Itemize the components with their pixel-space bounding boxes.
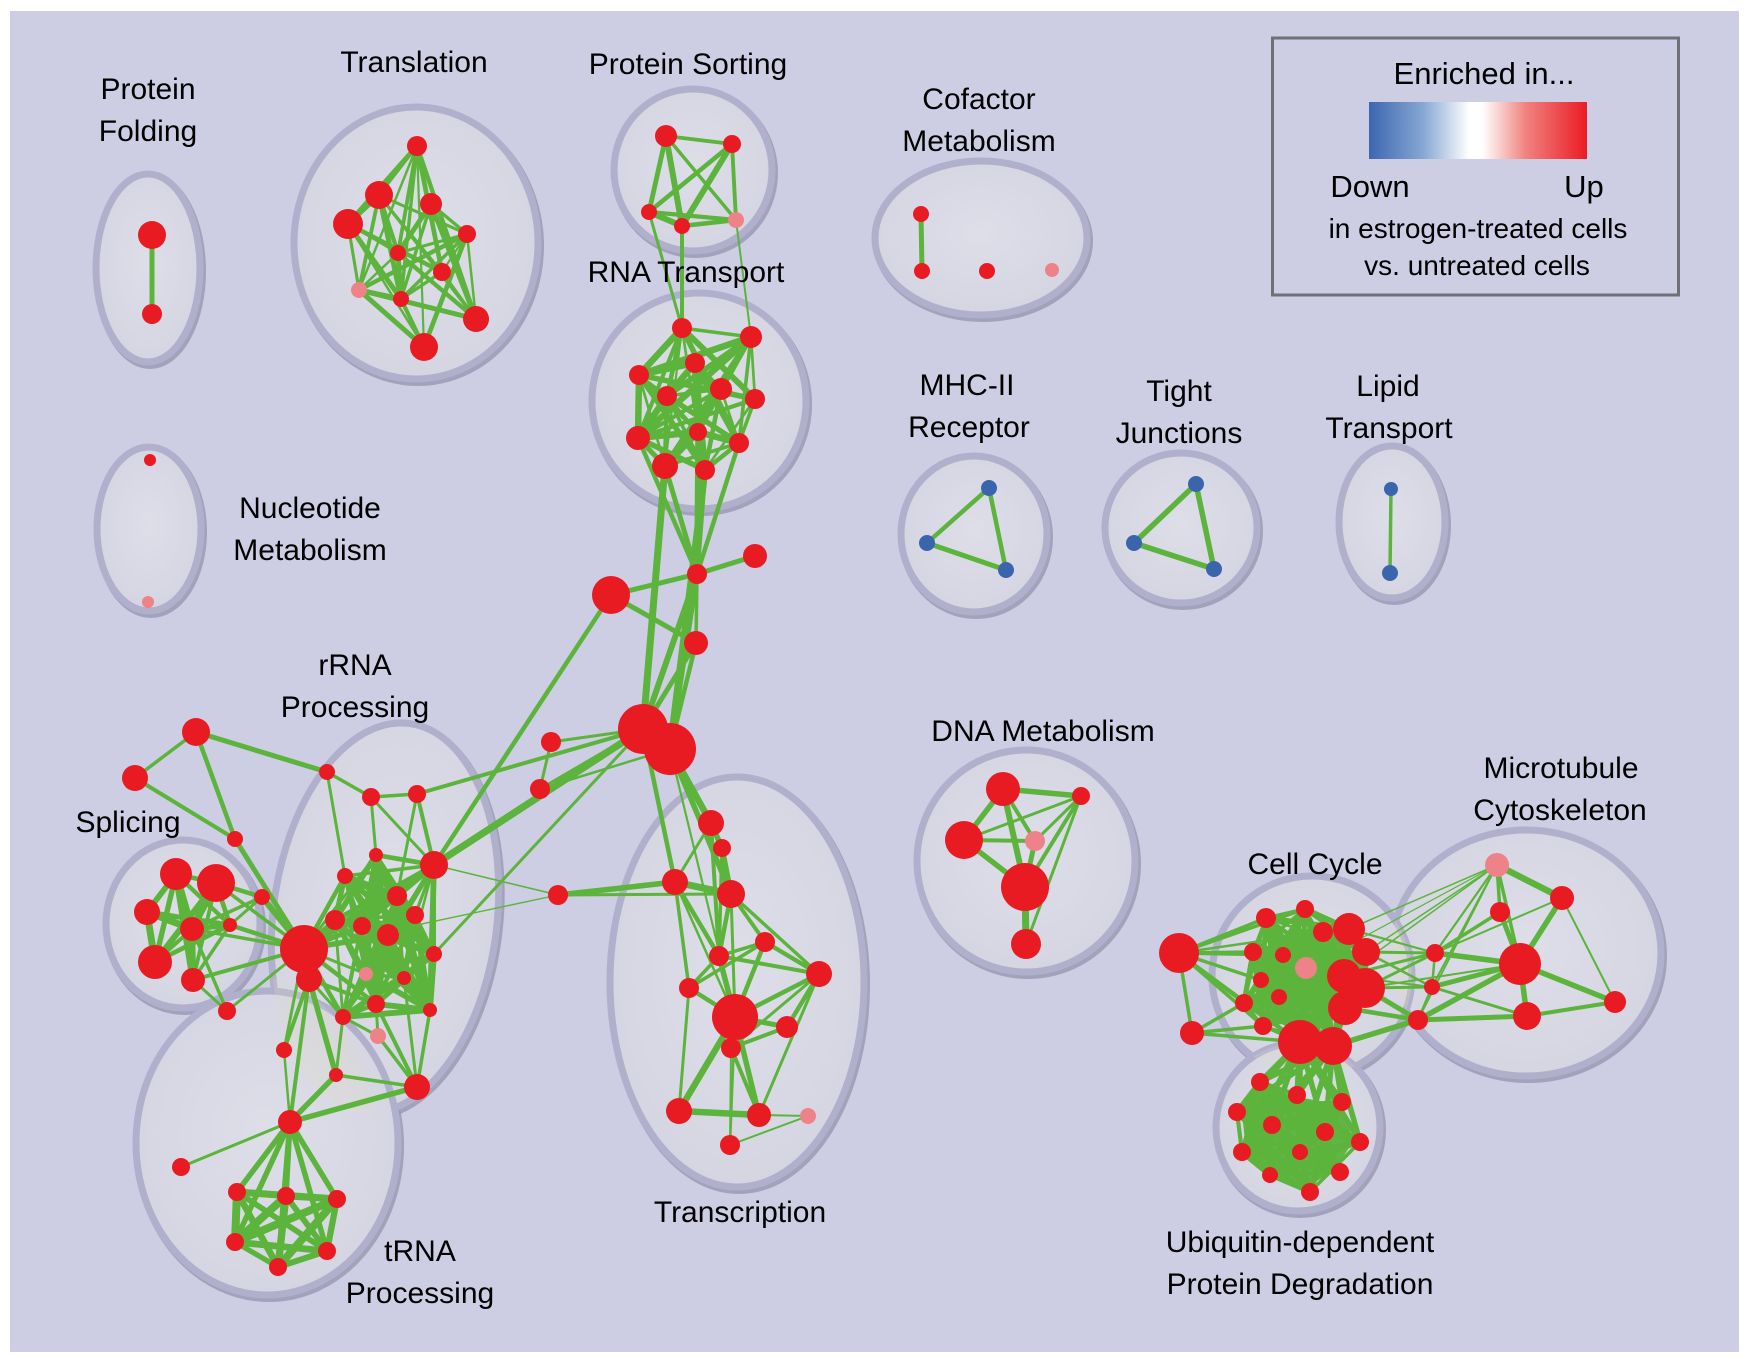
svg-text:Up: Up	[1564, 169, 1604, 204]
svg-text:DNA Metabolism: DNA Metabolism	[931, 715, 1154, 748]
svg-text:Transport: Transport	[1325, 412, 1453, 445]
svg-text:Ubiquitin-dependent: Ubiquitin-dependent	[1166, 1226, 1435, 1259]
svg-text:in estrogen-treated cells: in estrogen-treated cells	[1329, 213, 1628, 244]
svg-text:Cell Cycle: Cell Cycle	[1247, 848, 1382, 881]
svg-text:vs. untreated cells: vs. untreated cells	[1364, 250, 1590, 281]
svg-text:rRNA: rRNA	[318, 649, 391, 682]
svg-text:Splicing: Splicing	[75, 806, 180, 839]
svg-text:Lipid: Lipid	[1356, 370, 1419, 403]
svg-text:Processing: Processing	[281, 691, 429, 724]
svg-text:Processing: Processing	[346, 1277, 494, 1310]
svg-text:MHC-II: MHC-II	[920, 369, 1015, 402]
svg-text:tRNA: tRNA	[384, 1235, 456, 1268]
svg-text:Enriched in...: Enriched in...	[1394, 56, 1575, 91]
svg-text:Cofactor: Cofactor	[922, 83, 1035, 116]
svg-text:Receptor: Receptor	[908, 411, 1030, 444]
svg-text:Metabolism: Metabolism	[233, 534, 386, 567]
svg-text:Tight: Tight	[1146, 375, 1212, 408]
svg-text:Nucleotide: Nucleotide	[239, 492, 381, 525]
svg-text:Cytoskeleton: Cytoskeleton	[1473, 794, 1646, 827]
svg-text:Protein: Protein	[100, 73, 195, 106]
svg-text:Folding: Folding	[99, 115, 197, 148]
svg-text:Protein Degradation: Protein Degradation	[1167, 1268, 1434, 1301]
svg-text:RNA Transport: RNA Transport	[588, 256, 785, 289]
svg-text:Metabolism: Metabolism	[902, 125, 1055, 158]
svg-text:Translation: Translation	[340, 46, 487, 79]
svg-text:Transcription: Transcription	[654, 1196, 826, 1229]
svg-text:Microtubule: Microtubule	[1483, 752, 1638, 785]
svg-text:Down: Down	[1330, 169, 1409, 204]
svg-text:Protein Sorting: Protein Sorting	[589, 48, 787, 81]
svg-text:Junctions: Junctions	[1116, 417, 1243, 450]
